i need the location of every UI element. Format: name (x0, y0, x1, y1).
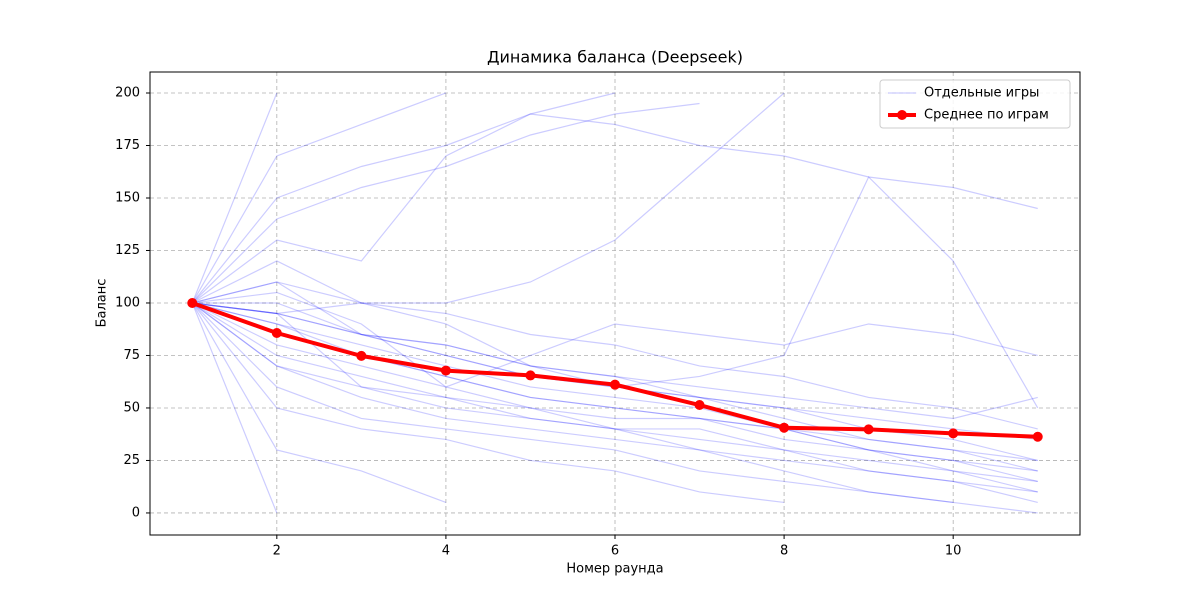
series-line (192, 302, 1038, 493)
series-line (191, 92, 447, 304)
point (610, 379, 620, 390)
series-line (191, 92, 278, 304)
x-tick-label: 6 (611, 544, 619, 559)
y-tick-label: 150 (115, 190, 140, 205)
point (779, 422, 790, 433)
y-tick-label: 125 (115, 243, 140, 258)
y-axis-label: Баланс (95, 279, 110, 328)
series-line (191, 302, 447, 504)
y-tick-label: 100 (115, 295, 140, 310)
series-line (192, 291, 954, 504)
point (948, 428, 959, 439)
series-line (191, 302, 1038, 493)
point (694, 400, 705, 411)
y-tick-label: 25 (123, 453, 140, 468)
y-tick-label: 75 (123, 348, 140, 363)
plot-frame (149, 71, 1081, 536)
y-tick-label: 175 (115, 138, 140, 153)
legend-label: Отдельные игры (924, 86, 1039, 101)
point (187, 297, 198, 308)
x-tick-label: 4 (442, 544, 450, 559)
series-line (192, 92, 785, 304)
series-line (191, 113, 1038, 304)
point (1032, 431, 1043, 442)
series-line (191, 302, 1038, 472)
y-tick-label: 200 (115, 85, 140, 100)
legend-marker (897, 110, 907, 120)
series-line (191, 302, 785, 504)
series-line (192, 302, 1038, 388)
series-line (191, 302, 1038, 504)
legend-label: Среднее по играм (924, 108, 1049, 123)
series-line (191, 302, 278, 514)
point (525, 370, 536, 381)
x-tick-label: 2 (273, 544, 281, 559)
series-line (192, 302, 1038, 420)
x-tick-label: 10 (945, 544, 962, 559)
legend-box (879, 79, 1071, 129)
series-line (191, 92, 616, 304)
point (356, 350, 367, 361)
y-tick-label: 0 (132, 505, 140, 520)
point (440, 365, 451, 376)
chart-title: Динамика баланса (Deepseek) (487, 48, 743, 67)
y-tick-label: 50 (123, 400, 140, 415)
x-tick-label: 8 (780, 544, 788, 559)
point (271, 328, 282, 339)
series-line (192, 302, 1038, 462)
series-line (192, 302, 1038, 430)
series-line (191, 102, 700, 304)
x-axis-label: Номер раунда (566, 562, 663, 577)
series-line (191, 302, 1038, 514)
series-line (192, 302, 1038, 483)
point (863, 424, 874, 435)
